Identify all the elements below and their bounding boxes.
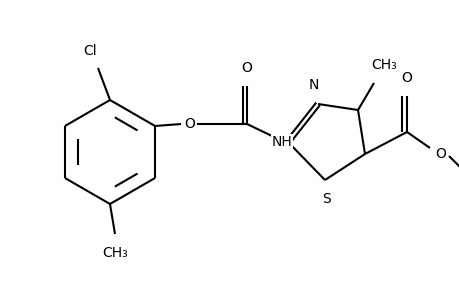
Text: CH₃: CH₃ bbox=[102, 246, 128, 260]
Text: O: O bbox=[241, 61, 252, 75]
Text: CH₃: CH₃ bbox=[370, 58, 396, 72]
Text: S: S bbox=[322, 192, 330, 206]
Text: N: N bbox=[308, 78, 319, 92]
Text: O: O bbox=[401, 71, 412, 85]
Text: NH: NH bbox=[271, 135, 292, 149]
Text: O: O bbox=[184, 117, 195, 131]
Text: O: O bbox=[435, 147, 446, 161]
Text: Cl: Cl bbox=[83, 44, 96, 58]
